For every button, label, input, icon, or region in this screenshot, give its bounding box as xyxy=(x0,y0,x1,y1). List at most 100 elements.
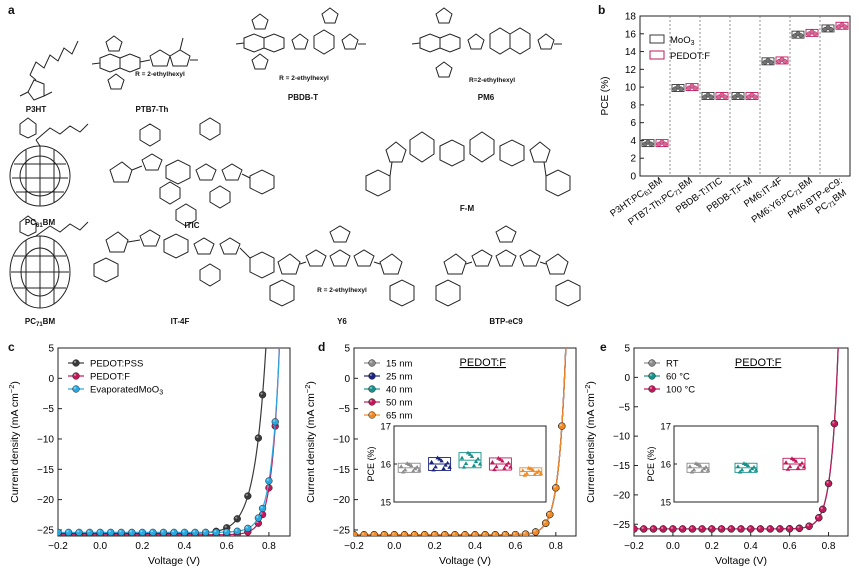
note-ptb7th: R = 2-ethylhexyl xyxy=(135,71,185,78)
panel-letter-a: a xyxy=(8,3,15,17)
inset-point-1 xyxy=(749,466,755,471)
inset-point-3 xyxy=(506,460,511,465)
series-2-marker xyxy=(233,527,241,535)
series-2-marker-highlight xyxy=(140,530,143,533)
inset-y-tick-label: 15 xyxy=(380,498,391,509)
chart-title: PEDOT:F xyxy=(460,357,507,369)
y-axis-label: Current density (mA cm−2) xyxy=(303,381,317,503)
inset-point-1 xyxy=(745,463,751,468)
y-tick-label: −10 xyxy=(37,434,54,445)
series-4-marker xyxy=(521,530,530,536)
series-4-marker xyxy=(511,530,520,536)
series-2-marker xyxy=(159,528,168,536)
series-2-marker-highlight xyxy=(680,526,683,529)
series-2-marker xyxy=(117,528,125,536)
box-1-5 xyxy=(805,28,819,37)
series-4-marker-highlight xyxy=(442,532,445,535)
series-4-marker-highlight xyxy=(422,532,425,535)
y-tick-label: 10 xyxy=(625,83,637,94)
point-0-0-2 xyxy=(648,141,654,147)
plot-frame xyxy=(633,347,849,537)
series-line-2 xyxy=(634,348,839,530)
inset-point-1 xyxy=(751,464,757,469)
legend-marker xyxy=(368,385,376,393)
y-axis-label: Current density (mA cm−2) xyxy=(7,381,21,503)
y-tick-label: 14 xyxy=(625,47,637,58)
series-line-2 xyxy=(58,348,281,533)
series-2-marker-highlight xyxy=(87,530,90,533)
series-0-marker xyxy=(244,492,252,500)
inset-point-2 xyxy=(459,455,465,460)
inset-point-2 xyxy=(799,460,805,465)
series-2-marker xyxy=(223,528,231,536)
legend-marker xyxy=(368,398,376,406)
series-4-marker xyxy=(441,531,449,536)
series-2-marker-highlight xyxy=(161,530,164,533)
series-2-marker xyxy=(805,522,813,530)
inset-point-2 xyxy=(471,463,477,468)
series-4-marker-highlight xyxy=(543,521,546,524)
series-2-marker xyxy=(75,528,83,536)
jv-curve-chart-annealing: −0.2 0.0 0.2 0.4 0.6 0.8 −25 −20 −15 −10 −5 0 5 Volta… xyxy=(583,344,849,567)
y-tick-label: 12 xyxy=(625,65,637,76)
series-2-marker-highlight xyxy=(758,526,761,529)
series-4-marker-highlight xyxy=(354,533,355,535)
series-4-marker-highlight xyxy=(483,532,486,535)
inset-point-4 xyxy=(520,468,525,473)
it4f-structure xyxy=(93,203,275,287)
x-tick-label: 0.6 xyxy=(783,541,797,552)
series-2-marker-highlight xyxy=(76,530,80,533)
inset-point-2 xyxy=(477,461,483,466)
x-tick-label: 0.2 xyxy=(705,541,719,552)
x-axis-label: Voltage (V) xyxy=(148,555,200,567)
legend-marker-highlight xyxy=(369,373,373,376)
series-2-marker xyxy=(58,528,62,536)
label-pc61bm: PC61BM xyxy=(25,218,56,229)
label-y6: Y6 xyxy=(337,317,347,326)
box-0-0 xyxy=(641,139,655,148)
point-1-0-2 xyxy=(662,141,668,147)
series-2-marker xyxy=(678,525,687,533)
inset-frame xyxy=(393,425,547,503)
series-1-marker xyxy=(265,484,273,492)
box-1-2 xyxy=(715,92,729,100)
inset-point-0 xyxy=(401,469,406,474)
inset-point-0 xyxy=(403,467,408,472)
series-4-marker xyxy=(546,510,554,519)
legend-label: 50 nm xyxy=(386,398,412,409)
series-4-marker xyxy=(501,531,510,536)
series-2-marker-highlight xyxy=(98,530,101,533)
inset-point-0 xyxy=(703,464,709,469)
point-0-6-2 xyxy=(828,26,834,32)
legend-marker-highlight xyxy=(73,373,77,376)
series-2-marker xyxy=(201,528,210,536)
inset-point-1 xyxy=(429,459,434,464)
pc61bm-structure xyxy=(9,117,89,207)
series-2-marker xyxy=(85,528,94,536)
series-2-marker-highlight xyxy=(651,526,654,529)
x-tick-label: −0.2 xyxy=(624,541,644,552)
series-2-marker-highlight xyxy=(797,526,800,529)
legend-marker-highlight xyxy=(649,386,653,389)
series-2-marker-highlight xyxy=(266,478,270,481)
inset-point-0 xyxy=(689,469,695,474)
plot-frame xyxy=(639,15,851,177)
series-4-marker-highlight xyxy=(553,485,556,488)
legend-label: PEDOT:F xyxy=(670,51,710,62)
y-tick-label: 0 xyxy=(624,373,630,384)
series-2-marker-highlight xyxy=(256,515,259,518)
series-2-marker-highlight xyxy=(260,506,263,509)
series-4-marker-highlight xyxy=(493,532,496,535)
series-4-marker xyxy=(552,484,560,492)
inset-point-1 xyxy=(739,467,745,472)
plot-area xyxy=(634,348,839,533)
legend-label: 100 °C xyxy=(666,385,695,396)
pc71bm-structure xyxy=(9,215,89,309)
point-0-2-2 xyxy=(708,94,714,100)
series-2-marker-highlight xyxy=(108,530,111,533)
series-2-marker-highlight xyxy=(245,526,248,529)
series-0-marker-highlight xyxy=(256,435,259,439)
series-4-marker xyxy=(420,531,429,536)
series-4-marker-highlight xyxy=(462,532,466,535)
y-tick-label: 6 xyxy=(630,118,636,129)
